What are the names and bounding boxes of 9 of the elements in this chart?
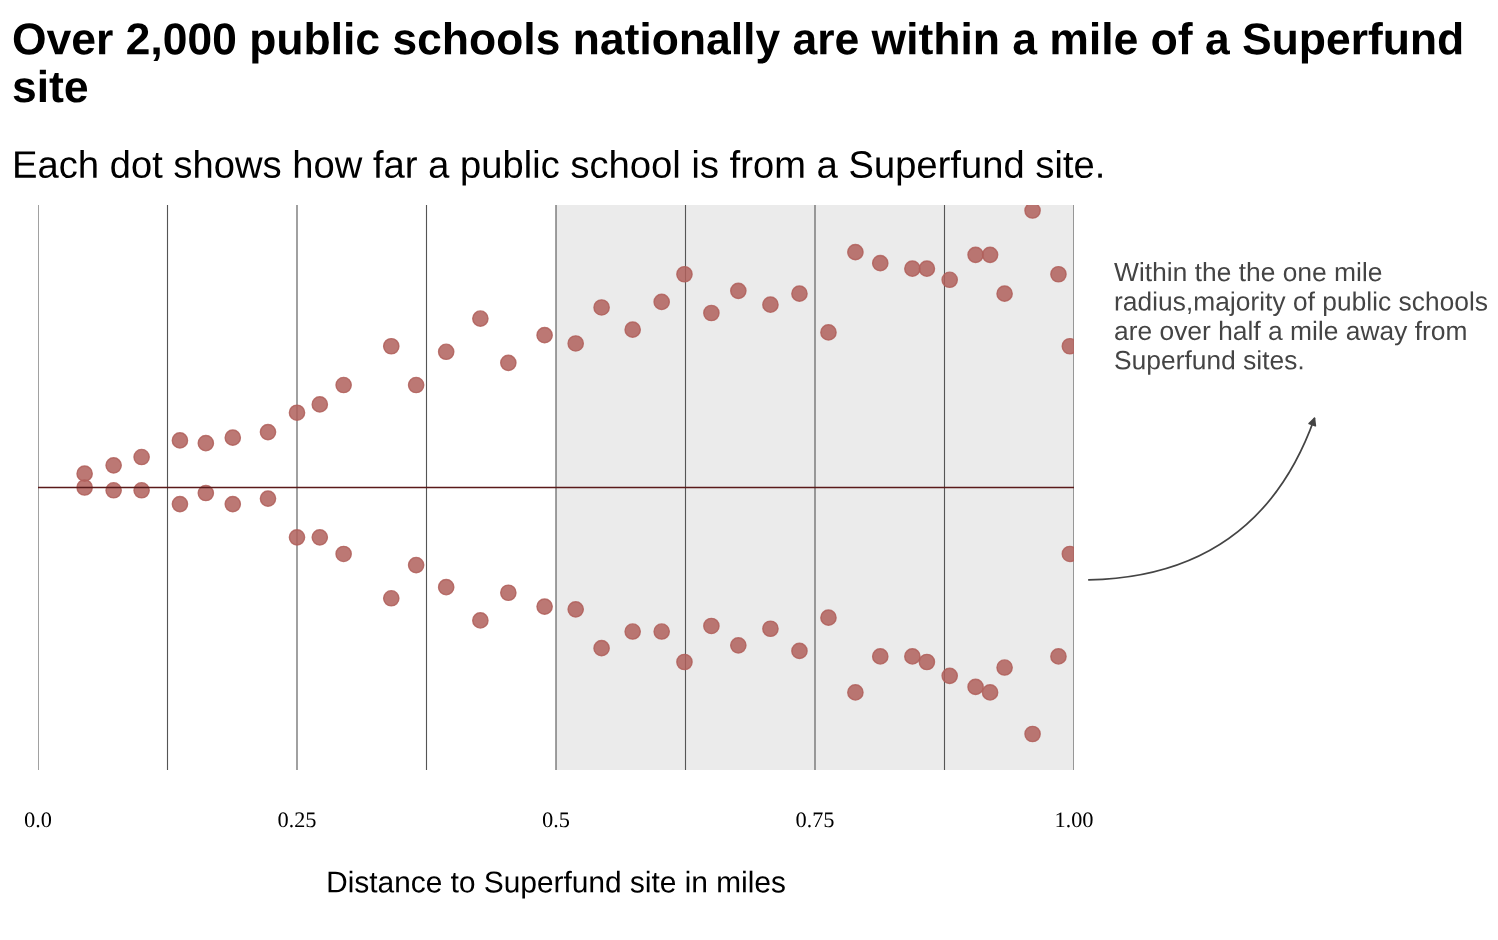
x-tick-label: 0.25 bbox=[278, 812, 316, 828]
chart-title: Over 2,000 public schools nationally are within a mile of a Superfund site bbox=[13, 22, 1462, 103]
chart-subtitle: Each dot shows how far a public school is from a Superfund site. bbox=[15, 150, 1102, 186]
text: Within the the one mile radius,majority of public schools are over half a mile away from Superfund sites. bbox=[1114, 262, 1488, 375]
x-tick-label: 1.00 bbox=[1056, 812, 1093, 828]
x-tick-label: 0.5 bbox=[542, 812, 570, 828]
x-tick-label: 0.0 bbox=[24, 812, 52, 828]
x-tick-label: 0.75 bbox=[796, 812, 834, 828]
x-axis-title: Distance to Superfund site in miles bbox=[328, 870, 785, 899]
